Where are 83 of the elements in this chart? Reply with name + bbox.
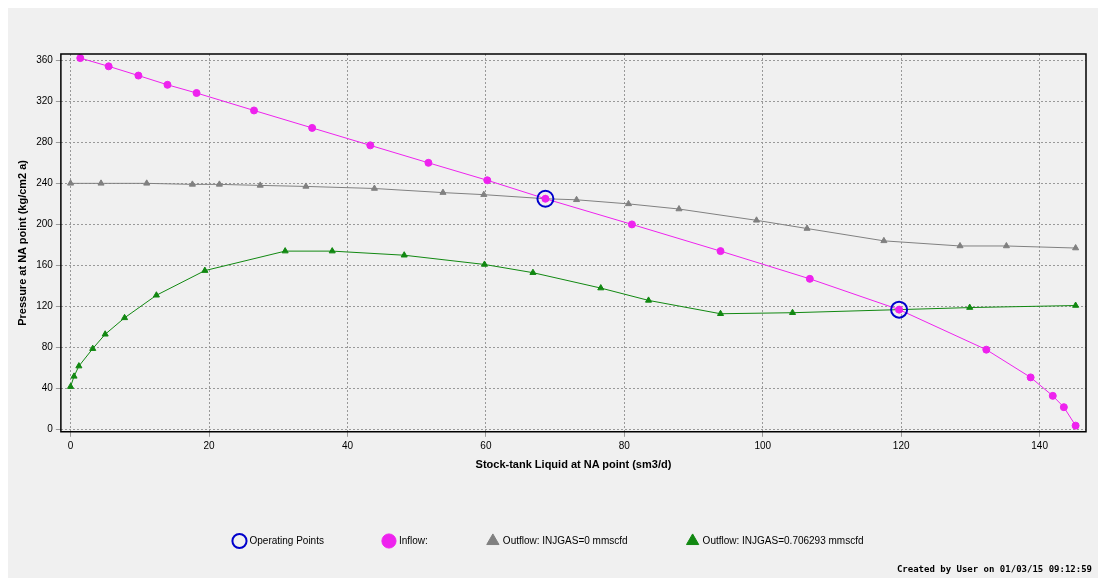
point [281,247,289,254]
point [67,179,75,186]
x-tick-label: 0 [67,439,74,451]
point [1048,391,1057,400]
x-tick-label: 100 [754,439,772,451]
point [104,62,113,71]
point [624,199,632,207]
point [480,260,489,267]
x-tick-label: 20 [203,439,216,451]
point [1072,301,1080,308]
point [121,313,129,321]
y-tick-label: 320 [36,94,54,106]
legend-label: Outflow: INJGAS=0 mmscfd [502,534,628,546]
y-tick-label: 40 [41,382,54,394]
x-tick-label: 140 [1031,439,1049,451]
point [89,344,97,351]
point [302,182,310,189]
point [483,176,492,185]
y-tick-label: 200 [36,218,54,230]
y-tick-label: 240 [36,177,54,189]
point [1059,403,1068,412]
point [308,123,317,132]
x-tick-label: 60 [480,439,492,451]
point [982,345,991,354]
x-tick-label: 40 [341,439,354,451]
point [76,54,85,63]
point [803,224,811,231]
x-axis-title: Stock-tank Liquid at NA point (sm3/d) [475,458,672,471]
point [400,251,408,258]
y-tick-label: 160 [36,259,54,271]
point [1026,373,1035,382]
point [956,241,964,249]
point [1002,241,1010,249]
x-tick-label: 120 [892,439,910,451]
y-tick-label: 120 [36,300,54,312]
text: Created by User on 01/03/15 09:12:59 [896,564,1092,575]
legend-label: Outflow: INJGAS=0.706293 mmscfd [702,534,864,546]
point [675,205,683,212]
point [627,220,636,229]
point [752,216,761,223]
point [250,106,258,115]
y-tick-label: 360 [36,53,54,65]
point [645,296,653,303]
legend-label: Inflow: [398,534,428,546]
x-tick-label: 80 [618,439,631,451]
point [101,330,109,337]
y-tick-label: 280 [36,136,54,148]
legend-label: Operating Points [249,534,324,546]
point [134,71,143,80]
point [97,179,105,186]
y-axis-title: Pressure at NA point (kg/cm2 a) [15,159,28,326]
point [70,372,78,379]
point [328,247,336,254]
point [597,284,605,291]
point [480,190,488,197]
point [366,141,375,150]
point [880,236,888,244]
point [788,308,797,315]
point [67,382,75,389]
y-tick-label: 80 [41,341,54,353]
point [716,247,725,256]
point [192,89,201,98]
point [424,158,433,167]
point [256,181,264,188]
point [163,80,172,89]
point [1072,244,1080,251]
point [143,179,151,186]
point [805,274,814,283]
y-tick-label: 0 [47,423,54,435]
point [439,188,447,195]
point [75,362,83,369]
point [215,180,223,187]
point [152,291,160,298]
point [966,303,974,310]
point [188,180,196,187]
point [890,300,909,319]
point [201,266,209,273]
point [573,195,581,203]
point [370,184,378,191]
point [717,309,725,316]
point [536,189,555,208]
point [529,268,537,275]
point [1071,421,1080,430]
